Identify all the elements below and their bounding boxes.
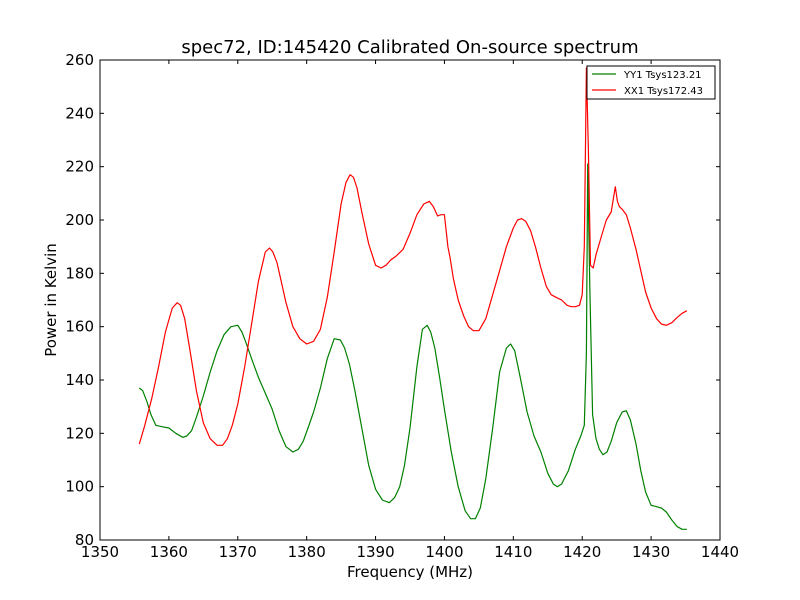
x-tick-label: 1430 (632, 543, 670, 561)
series-layer (138, 67, 688, 530)
chart-title: spec72, ID:145420 Calibrated On-source s… (181, 37, 638, 58)
y-tick-label: 260 (65, 51, 94, 69)
legend-label-yy1: YY1 Tsys123.21 (623, 70, 702, 81)
legend[interactable]: YY1 Tsys123.21 XX1 Tsys172.43 (586, 65, 716, 100)
x-tick-label: 1390 (356, 543, 394, 561)
plot-frame (99, 59, 721, 541)
y-tick-label: 160 (65, 318, 94, 336)
y-tick-label: 100 (65, 478, 94, 496)
x-tick-label: 1400 (425, 543, 463, 561)
y-tick-label: 80 (75, 531, 94, 549)
x-tick-label: 1350 (81, 543, 119, 561)
x-tick-label: 1380 (288, 543, 326, 561)
x-tick-label: 1420 (563, 543, 601, 561)
x-tick-label: 1370 (219, 543, 257, 561)
x-tick-label: 1360 (150, 543, 188, 561)
plot-area (100, 60, 720, 540)
y-tick-label: 220 (65, 158, 94, 176)
series-line-yy1 (138, 163, 687, 530)
y-tick-label: 140 (65, 371, 94, 389)
y-axis-title: Power in Kelvin (42, 243, 60, 357)
legend-box (586, 65, 716, 100)
x-tick-label: 1410 (494, 543, 532, 561)
y-tick-label: 240 (65, 104, 94, 122)
series-line-xx1 (138, 67, 688, 446)
y-tick-label: 180 (65, 264, 94, 282)
x-axis-title: Frequency (MHz) (347, 563, 473, 581)
y-tick-label: 200 (65, 211, 94, 229)
x-tick-label: 1440 (701, 543, 739, 561)
y-tick-label: 120 (65, 424, 94, 442)
legend-label-xx1: XX1 Tsys172.43 (624, 86, 703, 97)
ticks-layer: 1350 1360 1370 1380 1390 1400 1410 1420 1430 1440… (65, 51, 739, 561)
